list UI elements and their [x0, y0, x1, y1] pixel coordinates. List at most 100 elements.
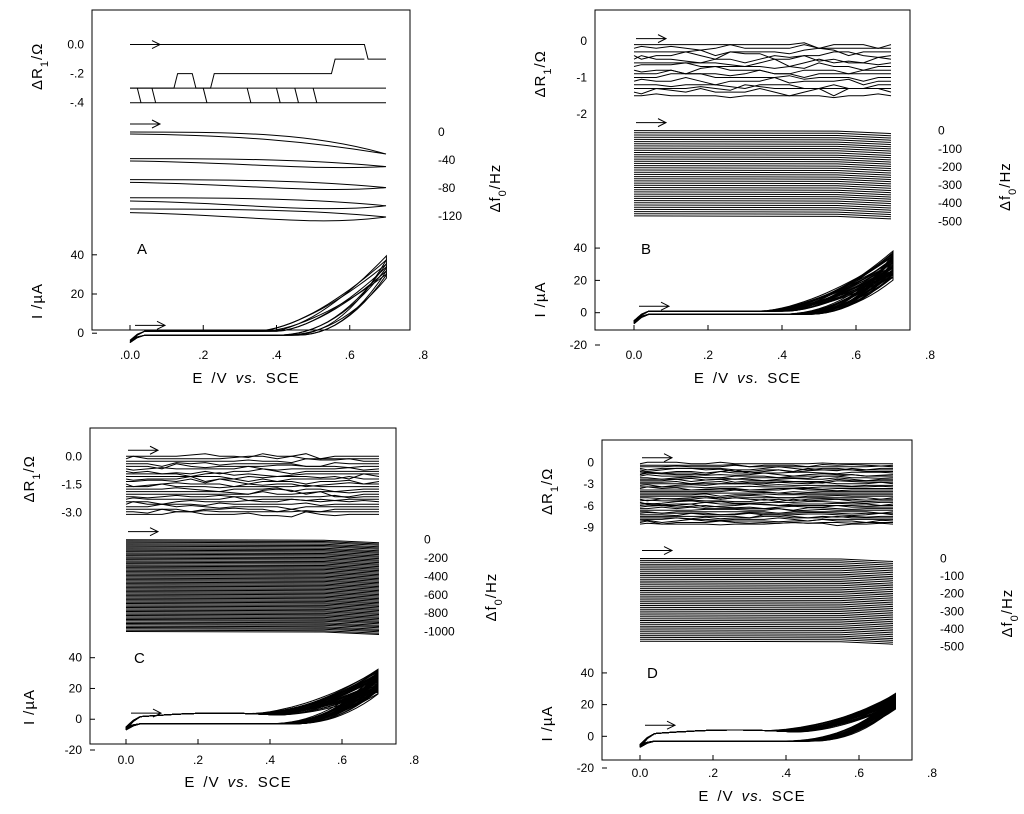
- res-y-axis-label: ΔR1/Ω: [21, 455, 43, 502]
- res-y-tick-label: 0: [580, 34, 587, 48]
- resistance-trace: [125, 496, 379, 502]
- plot-frame: [601, 439, 913, 761]
- cv-y-axis-label-part: I: [539, 736, 556, 741]
- resistance-trace: [640, 481, 894, 485]
- frequency-trace: [129, 131, 387, 155]
- frequency-trace: [639, 591, 894, 596]
- frequency-trace: [633, 202, 892, 207]
- resistance-trace: [633, 76, 891, 86]
- resistance-trace: [639, 474, 893, 479]
- cv-cycle: [639, 699, 896, 747]
- frequency-trace: [633, 213, 892, 218]
- resistance-trace: [125, 455, 379, 460]
- cv-cycle: [129, 273, 387, 341]
- cv-y-axis-label-part: /: [21, 710, 38, 715]
- res-y-tick-label: -1: [576, 71, 587, 85]
- cv-cycle: [639, 700, 896, 747]
- resistance-trace: [126, 458, 379, 464]
- panel-a: .0.0.2.4.6.8E/V vs. SCE40200I/µA0.0-.2-.4Δ…: [29, 9, 509, 387]
- frequency-trace: [639, 635, 894, 640]
- frequency-trace: [125, 597, 380, 602]
- frequency-trace: [125, 579, 380, 584]
- res-y-axis-label: ΔR1/Ω: [29, 43, 51, 90]
- x-axis-label-part: vs.: [737, 370, 759, 387]
- resistance-trace: [640, 514, 893, 519]
- cv-y-axis-label: I /µA: [532, 281, 549, 317]
- frequency-trace: [633, 165, 892, 170]
- frequency-trace: [125, 589, 380, 594]
- frequency-trace: [125, 539, 380, 544]
- frequency-trace: [639, 561, 894, 566]
- frequency-trace: [633, 184, 892, 189]
- frequency-trace: [125, 585, 380, 590]
- cv-y-tick-label: 20: [71, 287, 85, 301]
- cv-cycle: [125, 679, 379, 728]
- cv-cycle: [639, 701, 896, 746]
- frequency-trace: [633, 182, 892, 187]
- frequency-trace: [125, 619, 380, 623]
- frequency-trace: [125, 581, 380, 586]
- frequency-trace: [125, 577, 380, 582]
- res-y-tick-label: 0.0: [67, 38, 84, 52]
- frequency-trace: [125, 624, 380, 629]
- frequency-trace: [125, 599, 380, 604]
- frequency-trace: [633, 141, 892, 146]
- frequency-trace: [125, 611, 380, 615]
- frequency-trace: [125, 592, 380, 597]
- cv-y-axis-label-part: A: [539, 705, 556, 716]
- panel-label: D: [647, 665, 658, 682]
- resistance-trace: [640, 494, 893, 499]
- frequency-trace: [125, 617, 380, 622]
- cv-y-tick-label: 20: [574, 273, 588, 287]
- frequency-trace: [633, 176, 892, 181]
- x-tick-label: .8: [409, 753, 419, 767]
- scan-direction-arrow: [130, 119, 162, 129]
- resistance-trace: [639, 498, 893, 503]
- res-y-axis-label-part: ΔR: [539, 492, 556, 515]
- frequency-trace: [639, 563, 894, 568]
- cv-y-tick-label: 0: [75, 712, 82, 726]
- freq-y-tick-label: -200: [938, 160, 962, 174]
- freq-y-tick-label: -200: [424, 551, 448, 565]
- frequency-trace: [125, 553, 380, 558]
- resistance-trace: [125, 468, 379, 475]
- freq-y-tick-label: -1000: [424, 624, 455, 638]
- freq-y-tick-label: -80: [438, 181, 456, 195]
- x-axis-label-part: /V: [211, 370, 227, 387]
- resistance-trace: [639, 467, 893, 473]
- scan-direction-arrow: [639, 301, 671, 311]
- resistance-trace: [151, 88, 157, 103]
- x-tick-label: .8: [925, 348, 935, 362]
- frequency-trace: [633, 173, 892, 178]
- freq-y-tick-label: -500: [938, 214, 962, 228]
- frequency-trace: [125, 547, 380, 552]
- x-axis-label-part: SCE: [767, 370, 801, 387]
- frequency-trace: [639, 593, 894, 598]
- frequency-trace: [639, 574, 894, 579]
- cv-cycle: [639, 705, 896, 748]
- resistance-trace: [125, 475, 379, 483]
- cv-cycle: [639, 695, 896, 748]
- frequency-trace: [125, 608, 380, 613]
- frequency-trace: [125, 573, 380, 578]
- frequency-trace: [639, 595, 894, 600]
- cv-y-tick-label: 0: [587, 729, 594, 743]
- frequency-trace: [639, 586, 894, 591]
- scan-direction-arrow: [135, 320, 167, 330]
- resistance-trace: [639, 511, 893, 516]
- res-y-tick-label: -3.0: [61, 506, 82, 520]
- freq-y-axis-label-part: Δf: [999, 621, 1016, 637]
- resistance-trace: [634, 42, 892, 49]
- frequency-trace: [633, 132, 892, 137]
- cv-cycle: [639, 694, 896, 748]
- resistance-trace: [202, 88, 208, 103]
- frequency-trace: [125, 615, 380, 619]
- x-tick-label: .0.0: [120, 348, 140, 362]
- panel-c: 0.0 .2 .4 .6 .8 E/V vs. SCE 40 20 0 -20 I /µA 0.0 -1.5 -…: [21, 427, 505, 791]
- frequency-trace: [125, 557, 380, 562]
- x-tick-label: 0.0: [118, 753, 135, 767]
- res-y-tick-label: 0: [587, 455, 594, 469]
- frequency-trace: [639, 631, 894, 636]
- frequency-trace: [639, 612, 894, 617]
- frequency-trace: [129, 158, 387, 169]
